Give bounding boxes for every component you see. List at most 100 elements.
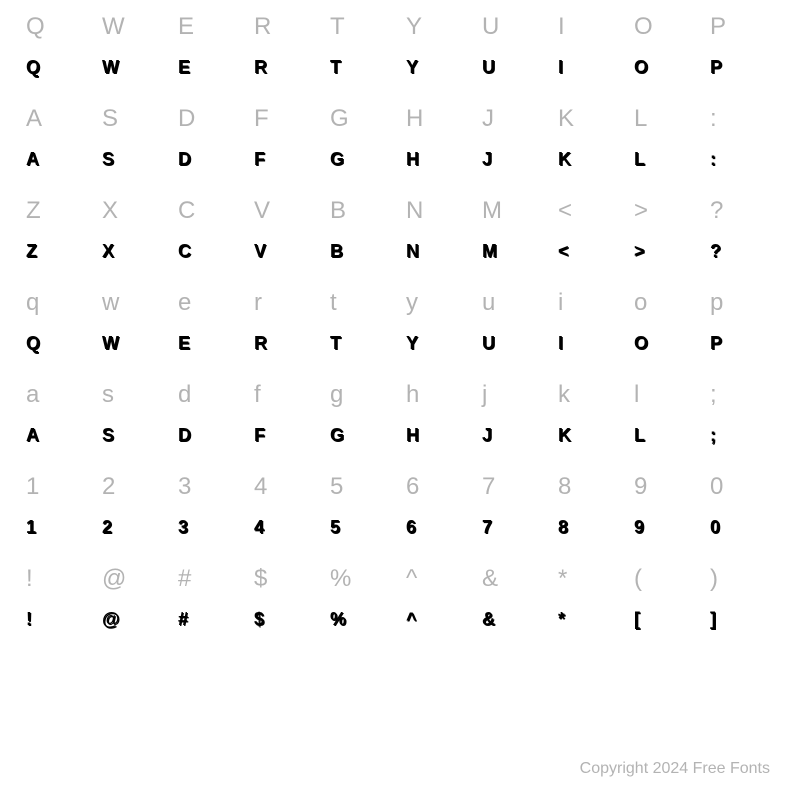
sample-char: Y — [406, 334, 417, 352]
reference-char: O — [634, 10, 653, 44]
reference-char: i — [558, 286, 563, 320]
reference-char: Q — [26, 10, 45, 44]
sample-char: 9 — [634, 518, 643, 536]
sample-char: G — [330, 150, 343, 168]
reference-char: o — [634, 286, 647, 320]
reference-char: E — [178, 10, 194, 44]
sample-char: R — [254, 58, 266, 76]
reference-char: p — [710, 286, 723, 320]
sample-char: H — [406, 150, 418, 168]
reference-char: ^ — [406, 562, 417, 596]
reference-char: 6 — [406, 470, 419, 504]
reference-char: ; — [710, 378, 717, 412]
sample-char: 3 — [178, 518, 187, 536]
reference-char: N — [406, 194, 423, 228]
sample-char: 7 — [482, 518, 491, 536]
reference-char: B — [330, 194, 346, 228]
sample-char: F — [254, 426, 264, 444]
sample-char: 5 — [330, 518, 339, 536]
char-cell: VV — [248, 194, 324, 286]
reference-char: y — [406, 286, 418, 320]
char-cell: HH — [400, 102, 476, 194]
sample-char: D — [178, 426, 190, 444]
reference-char: < — [558, 194, 572, 228]
char-cell: UU — [476, 10, 552, 102]
char-cell: ZZ — [20, 194, 96, 286]
char-cell: fF — [248, 378, 324, 470]
sample-char: S — [102, 150, 113, 168]
reference-char: R — [254, 10, 271, 44]
reference-char: 1 — [26, 470, 39, 504]
char-cell: SS — [96, 102, 172, 194]
char-cell: kK — [552, 378, 628, 470]
reference-char: M — [482, 194, 502, 228]
sample-char: # — [178, 610, 187, 628]
char-cell: AA — [20, 102, 96, 194]
sample-char: % — [330, 610, 345, 628]
char-cell: 55 — [324, 470, 400, 562]
sample-char: J — [482, 150, 491, 168]
char-cell: oO — [628, 286, 704, 378]
reference-char: C — [178, 194, 195, 228]
sample-char: O — [634, 334, 647, 352]
char-cell: CC — [172, 194, 248, 286]
sample-char: S — [102, 426, 113, 444]
sample-char: $ — [254, 610, 263, 628]
reference-char: j — [482, 378, 487, 412]
char-cell: yY — [400, 286, 476, 378]
reference-char: r — [254, 286, 262, 320]
char-cell: 99 — [628, 470, 704, 562]
char-cell: eE — [172, 286, 248, 378]
sample-char: 2 — [102, 518, 111, 536]
sample-char: 1 — [26, 518, 35, 536]
reference-char: f — [254, 378, 261, 412]
char-cell: %% — [324, 562, 400, 654]
sample-char: Q — [26, 58, 39, 76]
reference-char: G — [330, 102, 349, 136]
reference-char: Z — [26, 194, 41, 228]
sample-char: N — [406, 242, 418, 260]
sample-char: & — [482, 610, 494, 628]
char-cell: ([ — [628, 562, 704, 654]
reference-char: @ — [102, 562, 126, 596]
char-cell: 66 — [400, 470, 476, 562]
char-cell: rR — [248, 286, 324, 378]
reference-char: w — [102, 286, 119, 320]
char-cell: qQ — [20, 286, 96, 378]
char-cell: 11 — [20, 470, 96, 562]
char-cell: << — [552, 194, 628, 286]
reference-char: g — [330, 378, 343, 412]
sample-char: 6 — [406, 518, 415, 536]
sample-char: U — [482, 334, 494, 352]
char-cell: GG — [324, 102, 400, 194]
sample-char: W — [102, 334, 118, 352]
reference-char: ) — [710, 562, 718, 596]
sample-char: K — [558, 150, 570, 168]
sample-char: I — [558, 334, 562, 352]
reference-char: t — [330, 286, 337, 320]
sample-char: D — [178, 150, 190, 168]
sample-char: ] — [710, 610, 715, 628]
reference-char: V — [254, 194, 270, 228]
sample-char: E — [178, 334, 189, 352]
char-cell: RR — [248, 10, 324, 102]
reference-char: s — [102, 378, 114, 412]
char-cell: 33 — [172, 470, 248, 562]
char-cell: jJ — [476, 378, 552, 470]
reference-char: 4 — [254, 470, 267, 504]
reference-char: # — [178, 562, 191, 596]
char-cell: LL — [628, 102, 704, 194]
reference-char: h — [406, 378, 419, 412]
reference-char: Y — [406, 10, 422, 44]
sample-char: O — [634, 58, 647, 76]
character-map-grid: QQWWEERRTTYYUUIIOOPPAASSDDFFGGHHJJKKLL::… — [0, 0, 800, 664]
char-cell: lL — [628, 378, 704, 470]
reference-char: % — [330, 562, 351, 596]
reference-char: : — [710, 102, 717, 136]
sample-char: I — [558, 58, 562, 76]
reference-char: U — [482, 10, 499, 44]
char-cell: ?? — [704, 194, 780, 286]
reference-char: & — [482, 562, 498, 596]
char-cell: FF — [248, 102, 324, 194]
reference-char: P — [710, 10, 726, 44]
